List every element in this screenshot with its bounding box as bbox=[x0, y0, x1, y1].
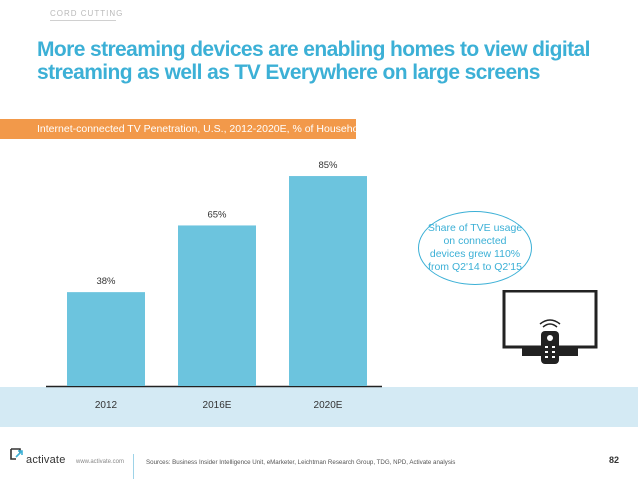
activate-logo-icon bbox=[10, 448, 23, 460]
footer-url[interactable]: www.activate.com bbox=[76, 459, 125, 465]
x-tick-label-2012: 2012 bbox=[95, 400, 118, 411]
tve-callout: Share of TVE usage on connected devices … bbox=[418, 211, 532, 285]
data-label-2016E: 65% bbox=[207, 209, 227, 220]
x-tick-label-2020E: 2020E bbox=[314, 400, 343, 411]
section-tag: CORD CUTTING bbox=[50, 9, 124, 18]
remote-icon bbox=[539, 319, 561, 364]
data-label-2012: 38% bbox=[96, 276, 116, 287]
page-number: 82 bbox=[609, 455, 620, 465]
data-label-2020E: 85% bbox=[318, 160, 338, 171]
callout-text: Share of TVE usage on connected devices … bbox=[427, 222, 523, 273]
footer-sources: Sources: Business Insider Intelligence U… bbox=[146, 459, 456, 466]
activate-logo-text: activate bbox=[26, 454, 66, 466]
bar-2012 bbox=[67, 292, 145, 386]
bar-2020E bbox=[289, 176, 367, 386]
tv-icon bbox=[502, 290, 598, 364]
section-tag-rule bbox=[50, 20, 116, 21]
footer-divider bbox=[133, 454, 134, 479]
page-title: More streaming devices are enabling home… bbox=[37, 38, 590, 84]
chart-axis-band bbox=[0, 387, 638, 427]
x-tick-label-2016E: 2016E bbox=[203, 400, 232, 411]
subtitle-bar bbox=[0, 119, 356, 139]
bar-2016E bbox=[178, 225, 256, 386]
chart-subtitle: Internet-connected TV Penetration, U.S.,… bbox=[37, 123, 372, 135]
